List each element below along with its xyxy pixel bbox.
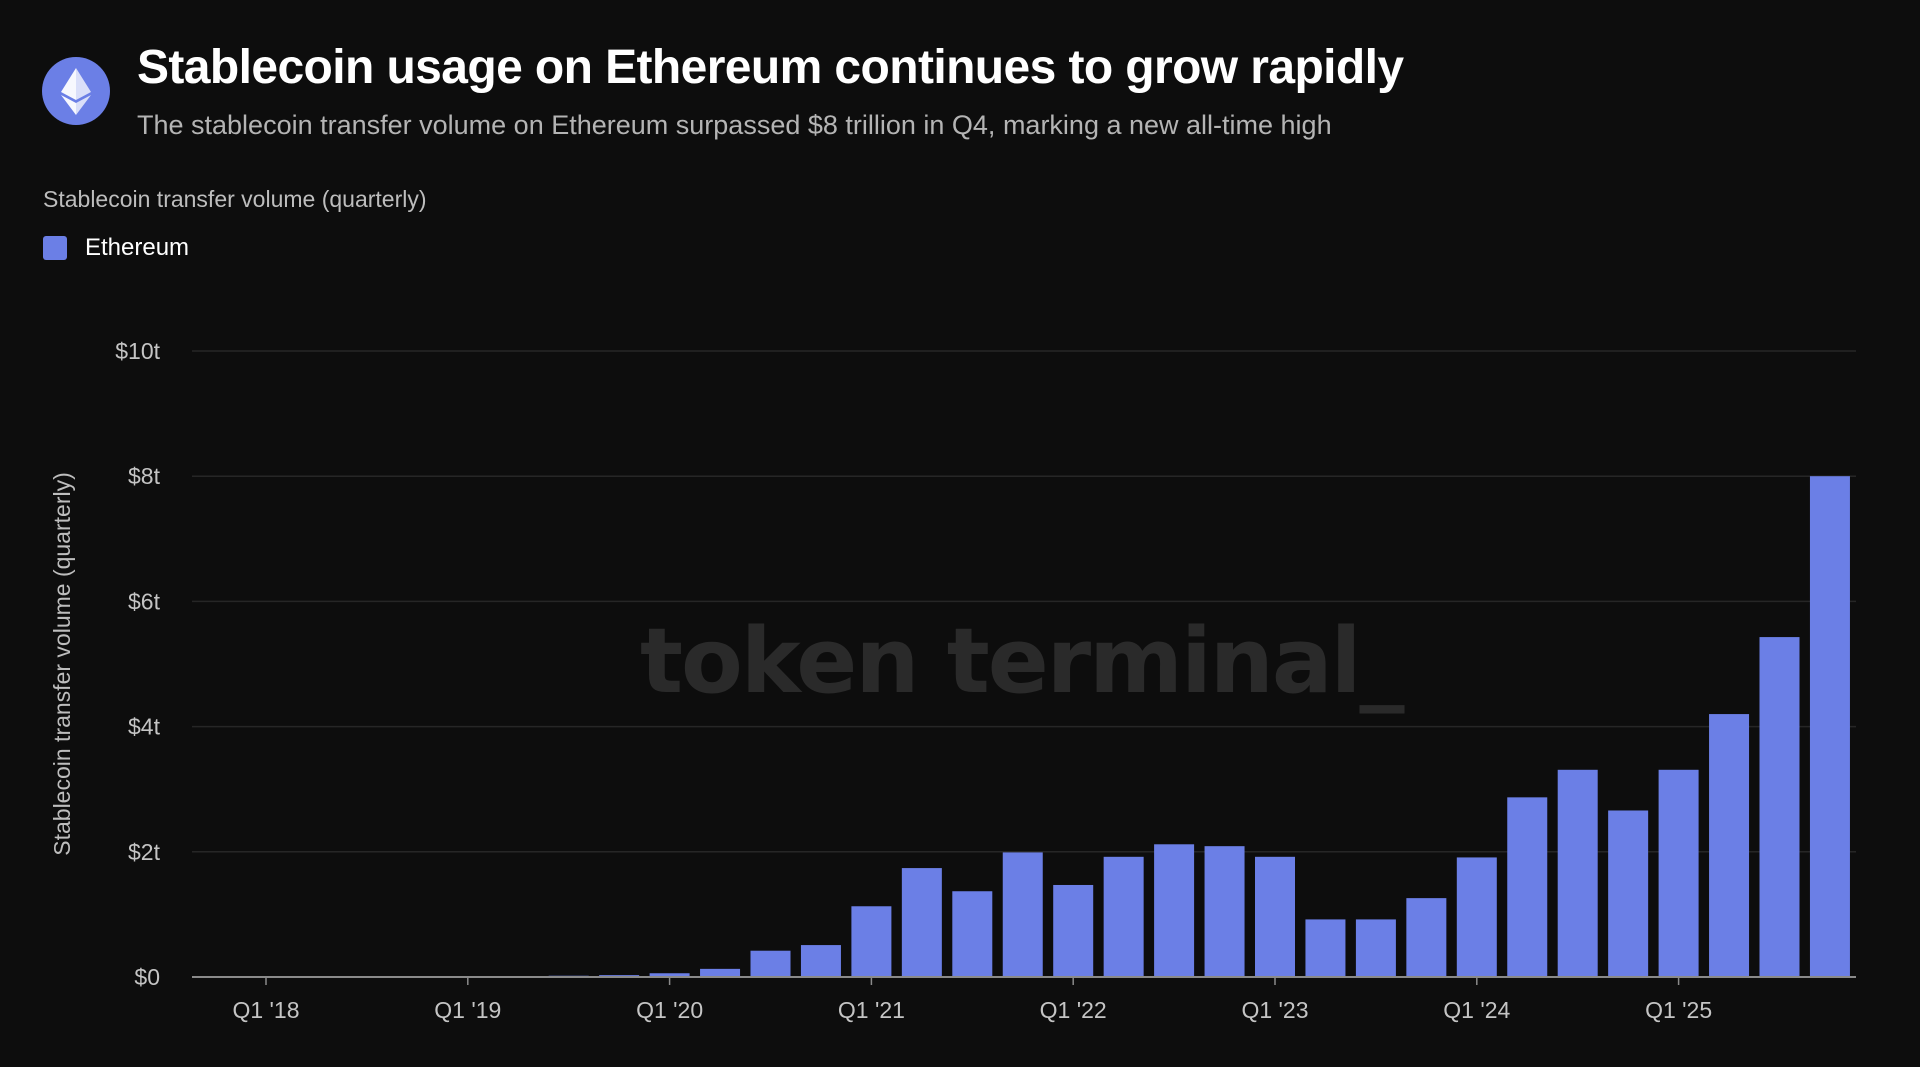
y-tick-label: $6t <box>128 588 161 614</box>
chart-header: Stablecoin usage on Ethereum continues t… <box>42 36 1880 146</box>
x-tick-label: Q1 '19 <box>434 997 501 1023</box>
x-tick-label: Q1 '22 <box>1040 997 1107 1023</box>
bar-q4-2024 <box>1608 810 1649 977</box>
bar-q3-2024 <box>1557 769 1598 977</box>
bar-q1-2021 <box>851 906 892 977</box>
legend-swatch-ethereum <box>43 236 67 260</box>
bar-q1-2020 <box>649 973 690 977</box>
bar-q4-2025 <box>1809 476 1850 977</box>
bar-q1-2022 <box>1053 884 1094 977</box>
watermark-text: token terminal_ <box>640 609 1404 714</box>
bar-q1-2025 <box>1658 769 1699 977</box>
x-tick-label: Q1 '18 <box>232 997 299 1023</box>
y-tick-label: $2t <box>128 839 161 865</box>
x-tick-label: Q1 '23 <box>1241 997 1308 1023</box>
x-tick-label: Q1 '20 <box>636 997 703 1023</box>
bar-q4-2023 <box>1406 898 1447 977</box>
chart-title: Stablecoin usage on Ethereum continues t… <box>137 41 1404 94</box>
bar-q2-2025 <box>1709 714 1750 977</box>
grid-layer <box>192 350 1856 853</box>
legend-label-ethereum: Ethereum <box>85 234 190 261</box>
bar-q3-2020 <box>750 950 791 977</box>
bar-q1-2024 <box>1456 857 1497 977</box>
y-tick-label: $0 <box>134 964 160 990</box>
y-tick-label: $10t <box>115 338 160 364</box>
ethereum-logo-icon <box>42 57 110 125</box>
y-tick-label: $8t <box>128 463 161 489</box>
bar-q4-2022 <box>1204 846 1245 977</box>
chart-subtitle: The stablecoin transfer volume on Ethere… <box>137 110 1332 140</box>
axis-layer: $0 $2t $4t $6t $8t $10t Q1 '18 Q1 '19 Q1 '20 Q1 '… <box>115 338 1856 1023</box>
bar-q2-2021 <box>901 868 942 977</box>
bar-layer <box>498 476 1850 977</box>
bar-q2-2023 <box>1305 919 1346 977</box>
metric-label: Stablecoin transfer volume (quarterly) <box>43 186 427 212</box>
bar-q1-2023 <box>1255 856 1295 977</box>
bar-q4-2021 <box>1002 852 1043 977</box>
y-tick-label: $4t <box>128 714 161 740</box>
x-tick-label: Q1 '24 <box>1443 997 1510 1023</box>
bar-q3-2023 <box>1355 919 1396 977</box>
x-tick-label: Q1 '21 <box>838 997 905 1023</box>
x-tick-label: Q1 '25 <box>1645 997 1712 1023</box>
bar-q2-2020 <box>700 968 741 977</box>
bar-q3-2025 <box>1759 637 1800 977</box>
bar-q3-2022 <box>1154 844 1195 977</box>
bar-q2-2024 <box>1507 797 1548 977</box>
bar-q4-2020 <box>800 945 841 977</box>
bar-q3-2021 <box>952 891 993 977</box>
bar-q2-2022 <box>1103 856 1144 977</box>
